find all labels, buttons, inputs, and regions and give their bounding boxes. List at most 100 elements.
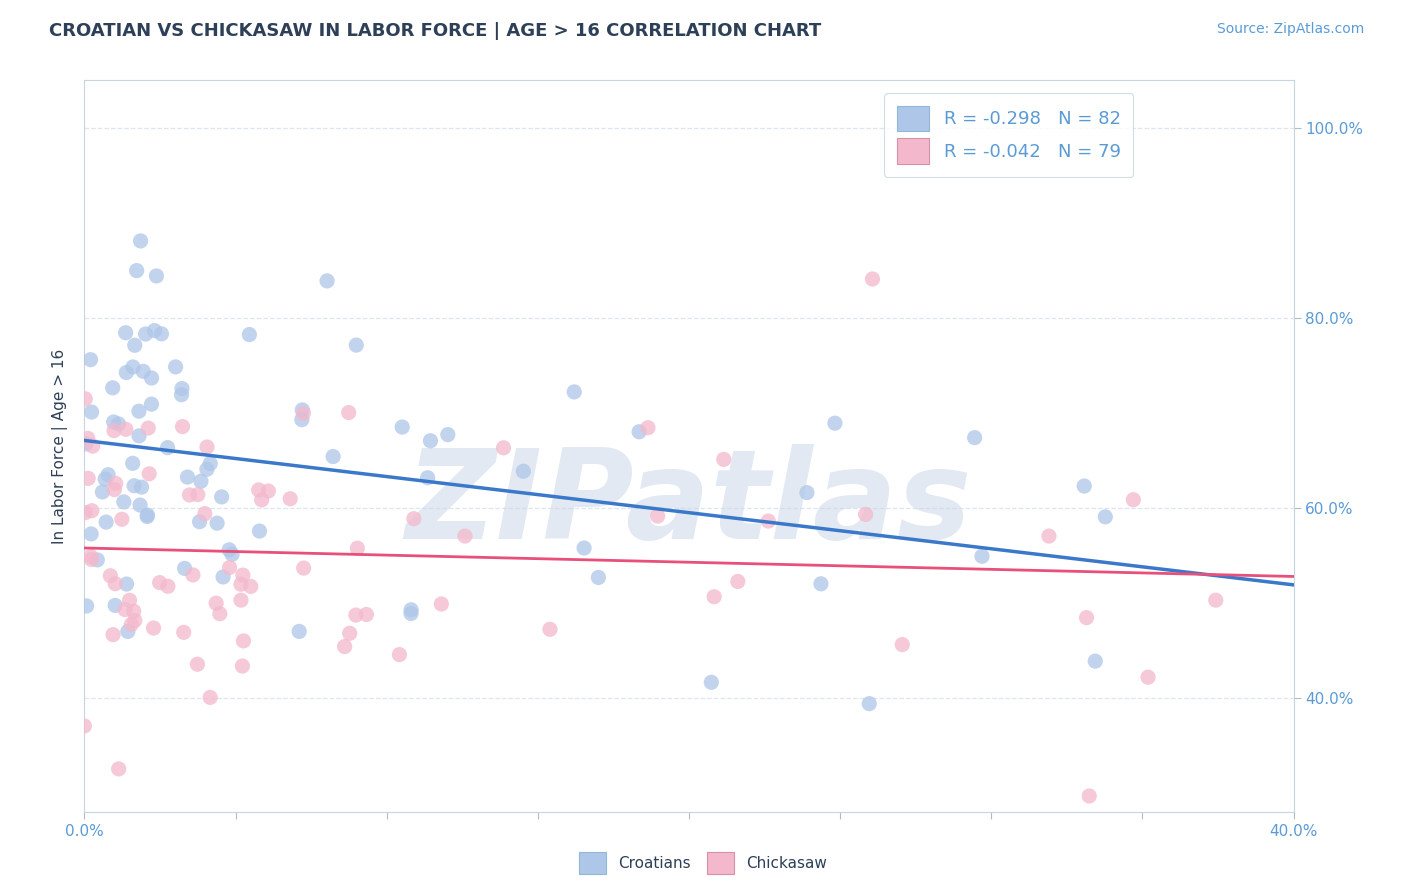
Point [104, 476, 127, 491]
Point [101, 627, 124, 641]
Point [165, 359, 187, 374]
Point [1038, 529, 1060, 543]
Point [115, 422, 138, 436]
Point [399, 607, 422, 621]
Point [104, 576, 127, 591]
Point [195, 440, 218, 454]
Point [337, 406, 360, 420]
Point [156, 441, 179, 455]
Point [862, 272, 884, 286]
Point [115, 366, 138, 380]
Point [91, 485, 114, 500]
Point [176, 470, 198, 484]
Point [80, 527, 103, 541]
Point [173, 625, 195, 640]
Point [156, 579, 179, 593]
Point [94, 472, 117, 486]
Point [76, 599, 98, 613]
Point [288, 624, 311, 639]
Point [136, 421, 159, 435]
Point [86, 553, 108, 567]
Point [141, 397, 163, 411]
Point [114, 602, 136, 616]
Point [122, 359, 145, 374]
Point [79, 352, 101, 367]
Point [1084, 654, 1107, 668]
Point [80, 552, 103, 566]
Point [136, 508, 159, 522]
Point [316, 274, 339, 288]
Point [117, 624, 139, 639]
Point [195, 462, 218, 476]
Point [637, 420, 659, 434]
Point [257, 483, 280, 498]
Point [344, 338, 367, 352]
Point [238, 327, 260, 342]
Point [149, 575, 172, 590]
Point [150, 326, 173, 341]
Point [76, 431, 98, 445]
Point [120, 617, 142, 632]
Point [75, 506, 97, 520]
Point [75, 437, 97, 451]
Point [142, 621, 165, 635]
Point [80, 504, 103, 518]
Point [200, 457, 222, 471]
Point [454, 529, 477, 543]
Point [173, 561, 195, 575]
Point [82, 439, 104, 453]
Y-axis label: In Labor Force | Age > 16: In Labor Force | Age > 16 [52, 349, 67, 543]
Point [796, 485, 818, 500]
Point [75, 392, 97, 406]
Point [107, 417, 129, 431]
Point [339, 626, 361, 640]
Point [101, 381, 124, 395]
Point [111, 512, 134, 526]
Point [97, 467, 120, 482]
Point [703, 590, 725, 604]
Point [292, 561, 315, 575]
Point [128, 429, 150, 443]
Point [170, 382, 193, 396]
Point [143, 324, 166, 338]
Point [122, 479, 145, 493]
Point [291, 403, 314, 417]
Point [278, 491, 301, 506]
Point [103, 415, 125, 429]
Point [249, 524, 271, 538]
Point [1076, 610, 1098, 624]
Point [1205, 593, 1227, 607]
Point [970, 549, 993, 564]
Point [94, 515, 117, 529]
Point [402, 511, 425, 525]
Point [713, 452, 735, 467]
Point [346, 541, 368, 556]
Point [492, 441, 515, 455]
Point [512, 464, 534, 478]
Point [810, 576, 832, 591]
Point [218, 542, 240, 557]
Point [232, 634, 254, 648]
Point [356, 607, 378, 622]
Point [124, 614, 146, 628]
Point [221, 547, 243, 561]
Point [141, 371, 163, 385]
Point [124, 338, 146, 352]
Point [80, 549, 103, 564]
Point [562, 384, 585, 399]
Point [333, 640, 356, 654]
Point [322, 450, 344, 464]
Point [103, 424, 125, 438]
Point [208, 607, 231, 621]
Point [1122, 492, 1144, 507]
Point [186, 657, 208, 672]
Point [98, 568, 121, 582]
Point [419, 434, 441, 448]
Point [211, 490, 233, 504]
Point [112, 495, 135, 509]
Point [172, 419, 194, 434]
Point [125, 263, 148, 277]
Point [229, 577, 252, 591]
Point [77, 471, 100, 485]
Point [344, 608, 367, 623]
